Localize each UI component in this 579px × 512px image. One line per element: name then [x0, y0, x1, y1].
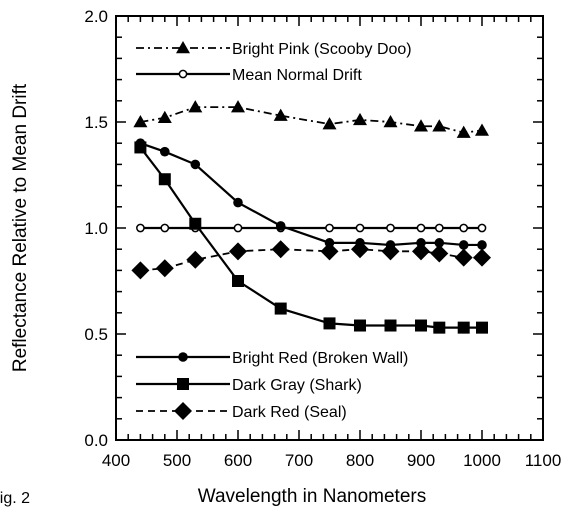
- legend-label: Bright Red (Broken Wall): [232, 350, 408, 367]
- data-point: [475, 123, 489, 136]
- legend-entry: Bright Pink (Scooby Doo): [136, 41, 412, 58]
- data-point: [322, 117, 337, 130]
- y-tick-label: 2.0: [84, 7, 108, 26]
- x-tick-label: 400: [102, 451, 130, 470]
- x-tick-label: 1000: [463, 451, 501, 470]
- data-point: [383, 115, 398, 128]
- data-point: [233, 223, 243, 233]
- series-0: [133, 100, 489, 138]
- x-tick-label: 900: [407, 451, 435, 470]
- x-tick-label: 800: [346, 451, 374, 470]
- data-point: [416, 223, 426, 233]
- series-1: [136, 223, 487, 233]
- legend-marker: [178, 69, 188, 79]
- legend-label: Dark Gray (Shark): [232, 377, 362, 394]
- legend-marker: [174, 402, 192, 420]
- data-point: [134, 141, 147, 154]
- legend-label: Dark Red (Seal): [232, 404, 347, 421]
- data-point: [456, 125, 471, 138]
- series-4: [131, 240, 491, 280]
- axes: 400 500 600 700 800 900 1000 1100 0.0 0.5 1.0 1.5 2.…: [84, 7, 561, 470]
- data-point: [432, 119, 447, 132]
- data-point: [434, 238, 445, 248]
- figure-label: Fig. 2: [0, 490, 30, 507]
- legend-layer: Bright Pink (Scooby Doo) Mean Normal Drif…: [136, 41, 412, 421]
- legend-entry: Mean Normal Drift: [136, 67, 362, 84]
- data-point: [188, 100, 203, 113]
- y-tick-label: 1.0: [84, 219, 108, 238]
- legend-entry: Dark Gray (Shark): [136, 377, 362, 394]
- data-point: [414, 119, 428, 132]
- data-point: [274, 302, 287, 315]
- data-point: [355, 223, 365, 233]
- data-point: [430, 244, 449, 263]
- data-point: [325, 223, 334, 233]
- y-axis-label: Reflectance Relative to Mean Drift: [10, 83, 31, 372]
- data-point: [457, 321, 470, 334]
- data-point: [434, 223, 444, 233]
- series-3: [134, 141, 488, 334]
- data-point: [477, 240, 487, 250]
- data-point: [381, 242, 400, 261]
- data-point: [160, 146, 170, 157]
- data-point: [229, 242, 247, 261]
- data-point: [189, 217, 202, 230]
- data-point: [186, 250, 205, 269]
- data-point: [433, 321, 446, 334]
- data-point: [353, 112, 367, 126]
- data-point: [415, 319, 427, 332]
- data-point: [354, 319, 366, 332]
- data-point: [458, 240, 469, 250]
- legend-marker: [178, 352, 188, 362]
- data-point: [160, 223, 170, 233]
- data-point: [157, 110, 172, 124]
- data-point: [477, 223, 487, 233]
- y-tick-label: 1.5: [84, 113, 108, 132]
- data-point: [384, 319, 397, 332]
- x-tick-label: 1100: [525, 451, 562, 470]
- data-point: [459, 223, 469, 233]
- data-point: [273, 108, 288, 121]
- data-point: [232, 275, 244, 287]
- data-point: [133, 115, 148, 128]
- x-tick-label: 600: [224, 451, 252, 470]
- x-axis-label: Wavelength in Nanometers: [198, 486, 426, 507]
- legend-entry: Bright Red (Broken Wall): [136, 350, 408, 367]
- data-point: [412, 242, 430, 261]
- legend-entry: Dark Red (Seal): [136, 402, 347, 421]
- legend-label: Bright Pink (Scooby Doo): [232, 41, 412, 58]
- x-tick-label: 700: [285, 451, 313, 470]
- data-point: [323, 317, 336, 330]
- legend-marker: [177, 378, 189, 390]
- data-point: [386, 223, 395, 233]
- data-point: [454, 248, 473, 267]
- legend-marker: [176, 41, 190, 54]
- data-point: [233, 197, 243, 208]
- data-point: [231, 100, 245, 113]
- data-point: [476, 321, 488, 334]
- data-point: [473, 248, 491, 267]
- data-point: [155, 259, 174, 278]
- series-layer: [131, 100, 491, 334]
- y-tick-label: 0.0: [84, 431, 108, 450]
- series-2: [135, 138, 487, 250]
- data-point: [131, 261, 150, 280]
- data-point: [271, 240, 290, 259]
- data-point: [136, 223, 145, 233]
- data-point: [275, 221, 286, 231]
- data-point: [190, 159, 201, 170]
- data-point: [320, 242, 339, 261]
- x-tick-label: 500: [163, 451, 191, 470]
- y-tick-label: 0.5: [84, 325, 108, 344]
- legend-label: Mean Normal Drift: [232, 67, 362, 84]
- data-point: [351, 240, 369, 259]
- data-point: [158, 173, 171, 186]
